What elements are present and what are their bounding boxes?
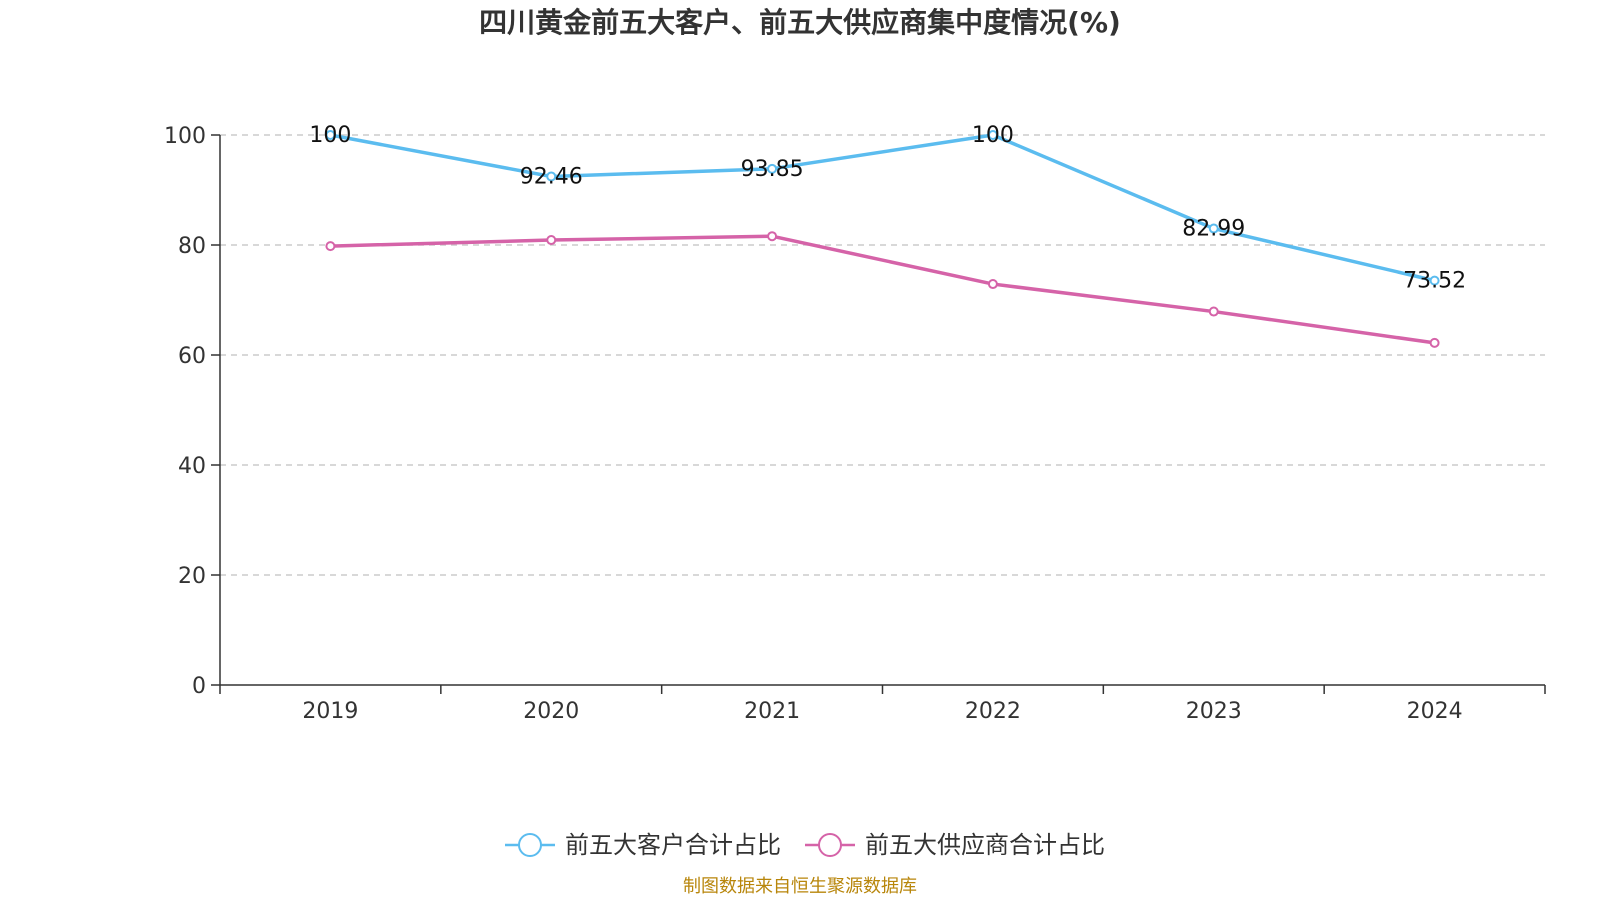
data-label-s0-2022: 100 xyxy=(972,123,1014,148)
data-point-s0-2020 xyxy=(546,171,557,182)
data-point-s0-2024 xyxy=(1429,275,1440,286)
data-point-s1-2020 xyxy=(546,235,557,246)
data-label-s0-2024: 73.52 xyxy=(1403,269,1466,294)
data-point-s0-2019 xyxy=(325,130,336,140)
data-point-s1-2022 xyxy=(987,279,998,290)
legend-item-0[interactable]: 前五大客户合计占比 xyxy=(505,831,781,859)
x-tick-label-2023: 2023 xyxy=(1186,699,1242,724)
y-tick-label-40: 40 xyxy=(178,454,206,479)
source-note: 制图数据来自恒生聚源数据库 xyxy=(683,876,917,897)
legend-marker-icon xyxy=(518,833,542,857)
y-tick-label-60: 60 xyxy=(178,344,206,369)
data-label-s0-2023: 82.99 xyxy=(1182,217,1245,242)
data-labels: 100 92.46 93.85 100 82.99 73.52 xyxy=(309,123,1466,294)
data-point-s1-2021 xyxy=(767,231,778,242)
legend-label: 前五大供应商合计占比 xyxy=(865,831,1105,859)
legend-label: 前五大客户合计占比 xyxy=(565,831,781,859)
y-tick-label-80: 80 xyxy=(178,234,206,259)
x-tick-label-2019: 2019 xyxy=(302,699,358,724)
axes: 0 20 40 60 80 100 2019 2020 2021 2022 2023 2024 xyxy=(164,124,1546,724)
series-layer xyxy=(325,130,1440,348)
y-tick-label-0: 0 xyxy=(192,674,206,699)
legend-item-1[interactable]: 前五大供应商合计占比 xyxy=(805,831,1105,859)
x-tick-label-2022: 2022 xyxy=(965,699,1021,724)
y-tick-label-20: 20 xyxy=(178,564,206,589)
x-tick-label-2021: 2021 xyxy=(744,699,800,724)
data-point-s0-2021 xyxy=(767,163,778,174)
data-point-s1-2024 xyxy=(1429,337,1440,348)
y-tick-label-100: 100 xyxy=(164,124,206,149)
data-label-s0-2021: 93.85 xyxy=(741,157,804,182)
legend-marker-icon xyxy=(818,833,842,857)
data-label-s0-2019: 100 xyxy=(309,123,351,148)
data-point-s1-2023 xyxy=(1208,306,1219,317)
x-tick-label-2020: 2020 xyxy=(523,699,579,724)
series-line-1 xyxy=(330,234,1435,345)
legend[interactable]: 前五大客户合计占比 前五大供应商合计占比 xyxy=(505,831,1105,859)
data-label-s0-2020: 92.46 xyxy=(520,164,583,189)
chart-title: 四川黄金前五大客户、前五大供应商集中度情况(%) xyxy=(479,6,1121,39)
data-point-s0-2022 xyxy=(987,130,998,140)
grid-lines xyxy=(220,134,1545,576)
series-line-0 xyxy=(330,133,1435,283)
data-point-s1-2019 xyxy=(325,241,336,252)
x-tick-label-2024: 2024 xyxy=(1407,699,1463,724)
data-point-s0-2023 xyxy=(1208,223,1219,234)
